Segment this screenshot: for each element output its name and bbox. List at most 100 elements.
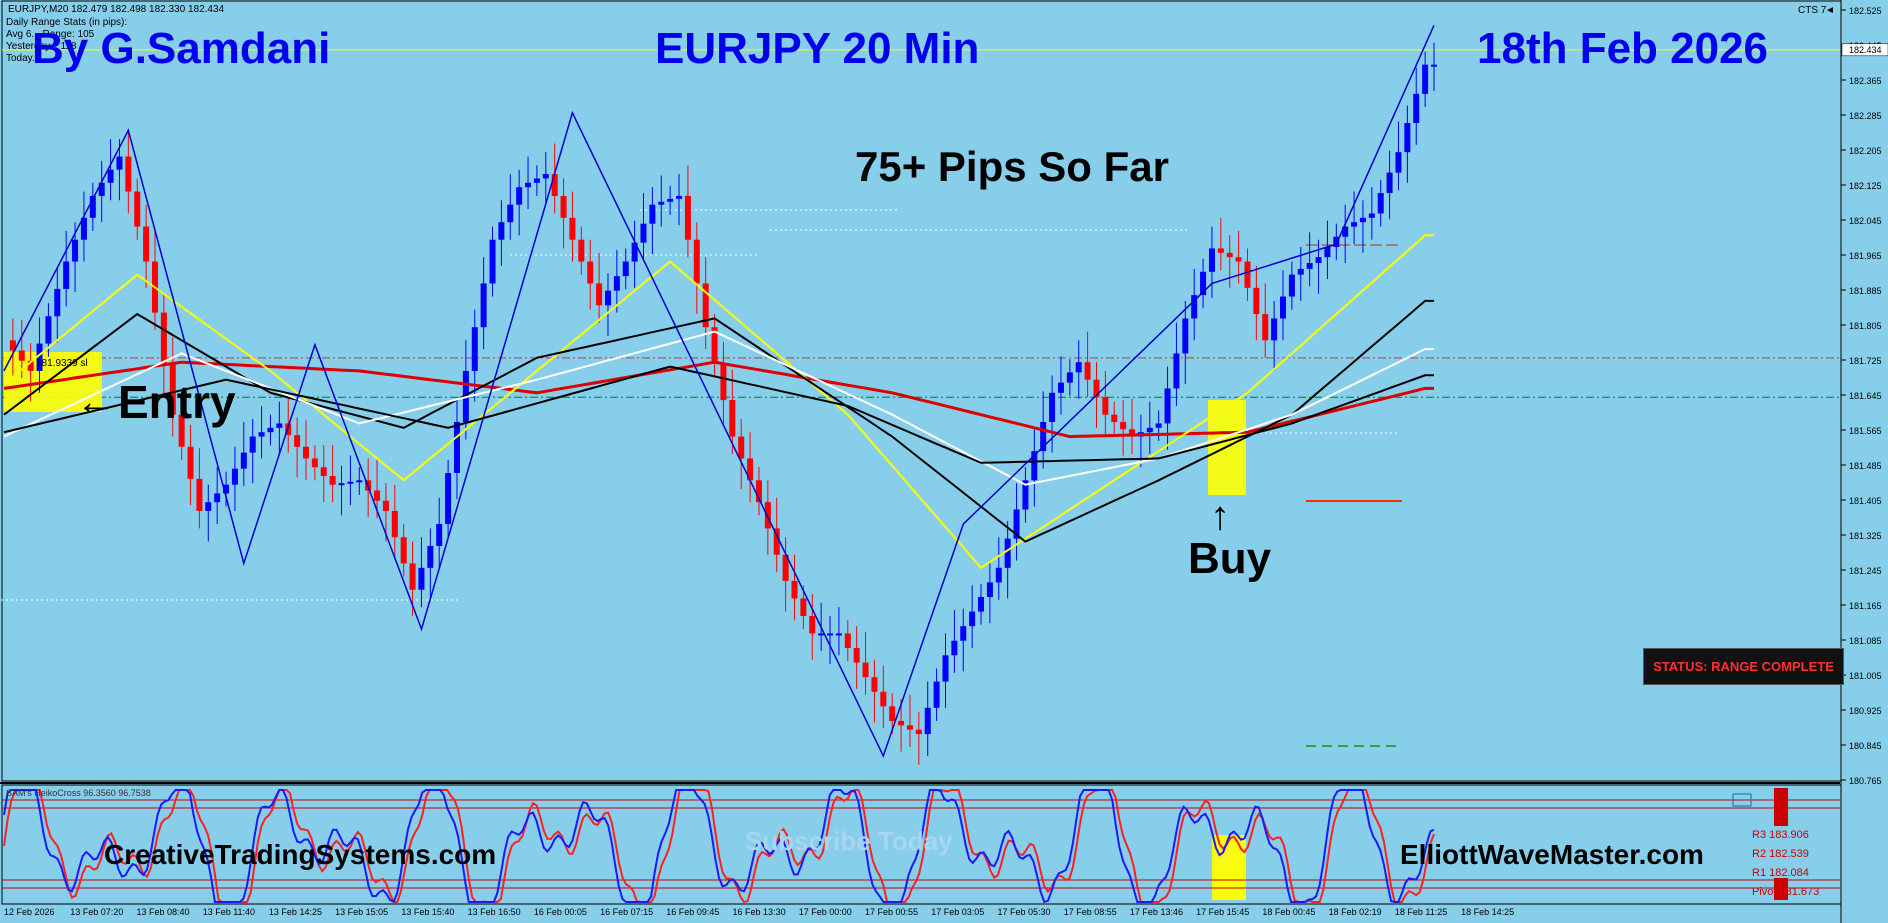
candle-body bbox=[835, 633, 842, 636]
candle-body bbox=[1208, 248, 1215, 272]
candle-body bbox=[844, 633, 851, 649]
time-tick-label: 13 Feb 16:50 bbox=[468, 907, 521, 917]
candle-body bbox=[578, 239, 585, 262]
time-tick-label: 18 Feb 00:45 bbox=[1262, 907, 1315, 917]
candle-body bbox=[658, 201, 665, 205]
price-tick-label: 182.125 bbox=[1849, 181, 1882, 191]
candle-body bbox=[231, 468, 238, 485]
candle-body bbox=[613, 276, 620, 291]
pivot-levels: R3 183.906 R2 182.539 R1 182.084 Pivot 1… bbox=[1752, 826, 1819, 902]
candle-body bbox=[347, 481, 354, 484]
price-tick-label: 181.005 bbox=[1849, 671, 1882, 681]
candle-body bbox=[1395, 152, 1402, 173]
site-left[interactable]: CreativeTradingSystems.com bbox=[104, 839, 497, 870]
candle-body bbox=[969, 611, 976, 627]
candle-body bbox=[1013, 509, 1020, 539]
candle-body bbox=[302, 446, 309, 459]
candle-body bbox=[214, 493, 221, 503]
candle-body bbox=[1040, 421, 1047, 452]
status-badge: STATUS: RANGE COMPLETE bbox=[1643, 648, 1844, 685]
time-tick-label: 13 Feb 11:40 bbox=[203, 907, 255, 917]
candle-body bbox=[169, 363, 176, 415]
candle-body bbox=[942, 655, 949, 682]
candle-body bbox=[1262, 314, 1269, 341]
date-title: 18th Feb 2026 bbox=[1477, 24, 1769, 73]
candle-body bbox=[702, 283, 709, 328]
candle-body bbox=[294, 435, 301, 447]
candle-body bbox=[542, 174, 549, 179]
candle-body bbox=[818, 633, 825, 636]
candle-body bbox=[125, 156, 132, 192]
time-tick-label: 18 Feb 11:25 bbox=[1395, 907, 1447, 917]
candle-body bbox=[729, 400, 736, 437]
time-tick-label: 17 Feb 00:00 bbox=[799, 907, 852, 917]
candle-body bbox=[978, 596, 985, 612]
candle-body bbox=[338, 483, 345, 486]
candle-body bbox=[800, 598, 807, 616]
current-price-label: 182.434 bbox=[1849, 45, 1882, 55]
oscillator-highlight bbox=[1212, 835, 1246, 900]
candle-body bbox=[436, 524, 443, 546]
buy-label: Buy bbox=[1188, 534, 1272, 583]
candle-body bbox=[1359, 217, 1366, 223]
moving-average-1 bbox=[3, 234, 1434, 570]
candle-body bbox=[54, 288, 61, 317]
candle-body bbox=[880, 691, 887, 707]
time-tick-label: 17 Feb 05:30 bbox=[997, 907, 1050, 917]
candle-body bbox=[551, 174, 558, 196]
time-tick-label: 17 Feb 15:45 bbox=[1196, 907, 1249, 917]
candle-body bbox=[107, 169, 114, 183]
candle-body bbox=[951, 640, 958, 656]
current-price-badge bbox=[1841, 43, 1888, 57]
candle-body bbox=[525, 182, 532, 188]
candle-body bbox=[604, 290, 611, 306]
price-tick-label: 181.565 bbox=[1849, 426, 1882, 436]
candle-body bbox=[755, 480, 762, 503]
candle-body bbox=[720, 363, 727, 401]
time-tick-label: 16 Feb 13:30 bbox=[733, 907, 786, 917]
time-tick-label: 18 Feb 14:25 bbox=[1461, 907, 1514, 917]
candle-body bbox=[471, 327, 478, 371]
candle-body bbox=[1191, 295, 1198, 319]
candle-body bbox=[285, 423, 292, 436]
candle-body bbox=[427, 545, 434, 568]
candle-body bbox=[809, 615, 816, 634]
candle-body bbox=[1297, 268, 1304, 275]
candle-body bbox=[178, 414, 185, 447]
buy-arrow-icon: ↑ bbox=[1210, 494, 1230, 538]
candle-body bbox=[9, 340, 16, 351]
oscillator-axis-badge-bottom bbox=[1774, 878, 1788, 900]
candle-body bbox=[1333, 236, 1340, 247]
candle-body bbox=[418, 567, 425, 590]
time-tick-label: 17 Feb 13:46 bbox=[1130, 907, 1183, 917]
zigzag-line bbox=[3, 24, 1435, 758]
candle-body bbox=[116, 156, 123, 170]
candle-body bbox=[782, 554, 789, 581]
candle-body bbox=[480, 283, 487, 328]
candle-body bbox=[738, 436, 745, 459]
time-tick-label: 16 Feb 09:45 bbox=[666, 907, 719, 917]
price-tick-label: 180.845 bbox=[1849, 741, 1882, 751]
site-right[interactable]: ElliottWaveMaster.com bbox=[1400, 839, 1704, 870]
candle-body bbox=[1253, 287, 1260, 315]
time-tick-label: 13 Feb 14:25 bbox=[269, 907, 322, 917]
candle-body bbox=[1102, 397, 1109, 415]
scroll-arrow-icon[interactable]: ◄ bbox=[1825, 5, 1835, 16]
candle-body bbox=[27, 360, 34, 371]
candle-body bbox=[1093, 379, 1100, 398]
candle-body bbox=[223, 484, 230, 494]
candle-body bbox=[1280, 296, 1287, 319]
candle-body bbox=[1413, 93, 1420, 124]
candle-body bbox=[1324, 246, 1331, 258]
pivot-level: Pivot 181.673 bbox=[1752, 886, 1820, 898]
candle-body bbox=[676, 195, 683, 199]
chart-title: EURJPY 20 Min bbox=[655, 24, 980, 73]
candle-body bbox=[924, 707, 931, 735]
price-tick-label: 181.965 bbox=[1849, 251, 1882, 261]
moving-average-3 bbox=[3, 330, 1434, 486]
candle-body bbox=[1386, 172, 1393, 194]
candle-body bbox=[898, 720, 905, 726]
entry-arrow-icon: ← bbox=[76, 380, 116, 424]
